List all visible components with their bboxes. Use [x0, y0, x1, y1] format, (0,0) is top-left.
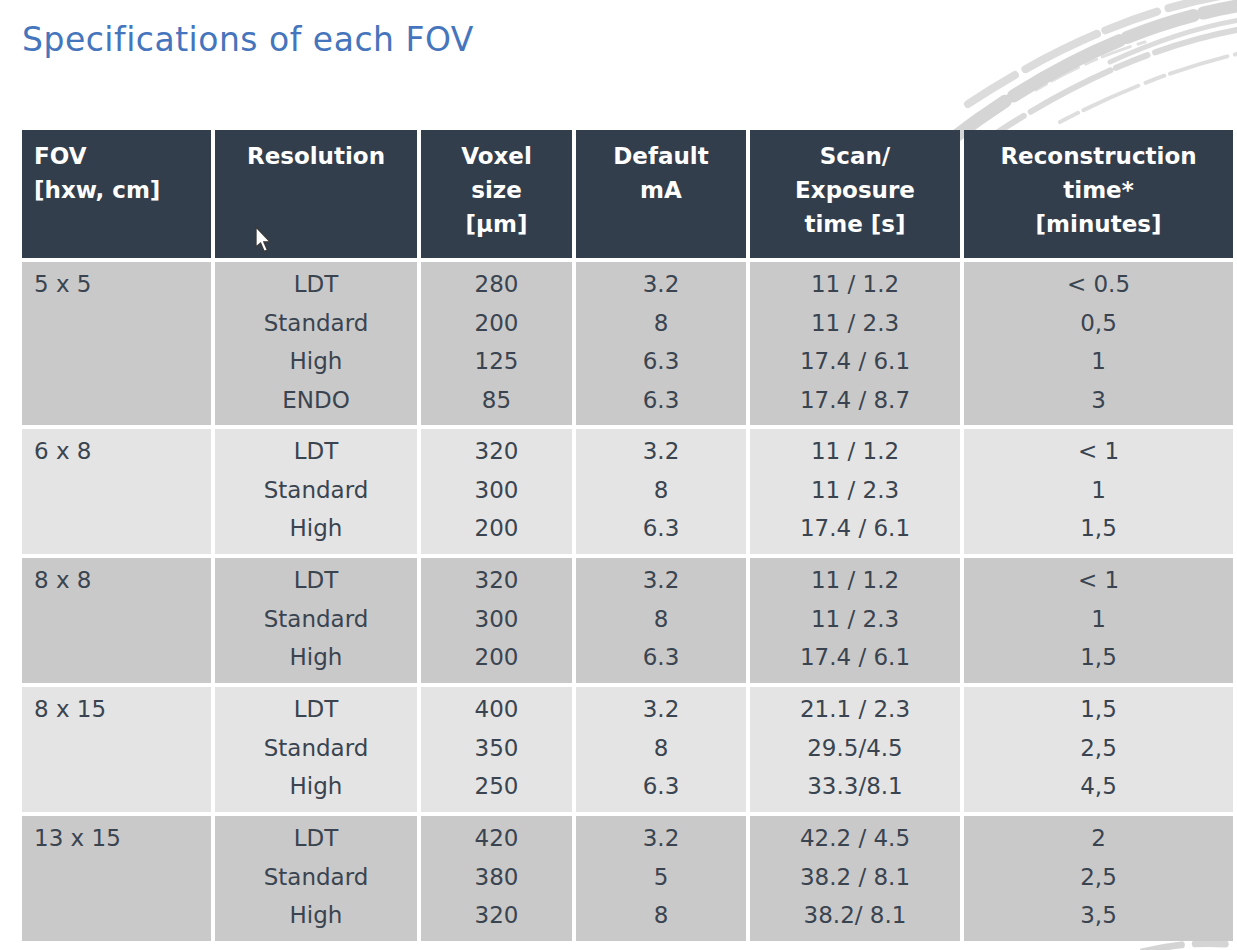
cell-resolution: LDT Standard High [215, 429, 417, 554]
cell-resolution: LDT Standard High [215, 558, 417, 683]
cell-fov: 13 x 15 [22, 816, 211, 941]
cell-voxel-size: 280 200 125 85 [421, 262, 572, 425]
cell-default-ma: 3.2 8 6.3 6.3 [576, 262, 746, 425]
table-row: 6 x 8 LDT Standard High 320 300 200 3.2 … [22, 429, 1233, 554]
cell-reconstruction: < 1 1 1,5 [964, 429, 1233, 554]
cell-resolution: LDT Standard High [215, 687, 417, 812]
table-header-row: FOV [hxw, cm] Resolution Voxel size [µm]… [22, 130, 1233, 258]
table-row: 13 x 15 LDT Standard High 420 380 320 3.… [22, 816, 1233, 941]
cell-default-ma: 3.2 8 6.3 [576, 429, 746, 554]
decorative-swirl [940, 0, 1237, 145]
cell-resolution: LDT Standard High [215, 816, 417, 941]
cell-scan-exposure: 11 / 1.2 11 / 2.3 17.4 / 6.1 [750, 558, 960, 683]
cell-default-ma: 3.2 8 6.3 [576, 558, 746, 683]
cell-fov: 6 x 8 [22, 429, 211, 554]
cell-reconstruction: < 0.5 0,5 1 3 [964, 262, 1233, 425]
cell-default-ma: 3.2 8 6.3 [576, 687, 746, 812]
cell-reconstruction: 2 2,5 3,5 [964, 816, 1233, 941]
slide: Specifications of each FOV FOV [hxw, cm]… [0, 0, 1237, 950]
cell-scan-exposure: 42.2 / 4.5 38.2 / 8.1 38.2/ 8.1 [750, 816, 960, 941]
cell-default-ma: 3.2 5 8 [576, 816, 746, 941]
cell-scan-exposure: 11 / 1.2 11 / 2.3 17.4 / 6.1 [750, 429, 960, 554]
fov-spec-table: FOV [hxw, cm] Resolution Voxel size [µm]… [18, 126, 1237, 945]
cell-reconstruction: < 1 1 1,5 [964, 558, 1233, 683]
mouse-cursor-icon [254, 226, 274, 254]
col-header-voxel-size: Voxel size [µm] [421, 130, 572, 258]
col-header-scan-exposure: Scan/ Exposure time [s] [750, 130, 960, 258]
cell-voxel-size: 320 300 200 [421, 429, 572, 554]
col-header-fov: FOV [hxw, cm] [22, 130, 211, 258]
cell-voxel-size: 320 300 200 [421, 558, 572, 683]
table-row: 8 x 15 LDT Standard High 400 350 250 3.2… [22, 687, 1233, 812]
col-header-resolution: Resolution [215, 130, 417, 258]
cell-scan-exposure: 21.1 / 2.3 29.5/4.5 33.3/8.1 [750, 687, 960, 812]
col-header-reconstruction: Reconstruction time* [minutes] [964, 130, 1233, 258]
cell-fov: 5 x 5 [22, 262, 211, 425]
cell-voxel-size: 400 350 250 [421, 687, 572, 812]
col-header-default-ma: Default mA [576, 130, 746, 258]
cell-voxel-size: 420 380 320 [421, 816, 572, 941]
table-row: 5 x 5 LDT Standard High ENDO 280 200 125… [22, 262, 1233, 425]
cell-resolution: LDT Standard High ENDO [215, 262, 417, 425]
table-row: 8 x 8 LDT Standard High 320 300 200 3.2 … [22, 558, 1233, 683]
cell-fov: 8 x 8 [22, 558, 211, 683]
cell-fov: 8 x 15 [22, 687, 211, 812]
cell-scan-exposure: 11 / 1.2 11 / 2.3 17.4 / 6.1 17.4 / 8.7 [750, 262, 960, 425]
page-title: Specifications of each FOV [22, 20, 474, 59]
cell-reconstruction: 1,5 2,5 4,5 [964, 687, 1233, 812]
